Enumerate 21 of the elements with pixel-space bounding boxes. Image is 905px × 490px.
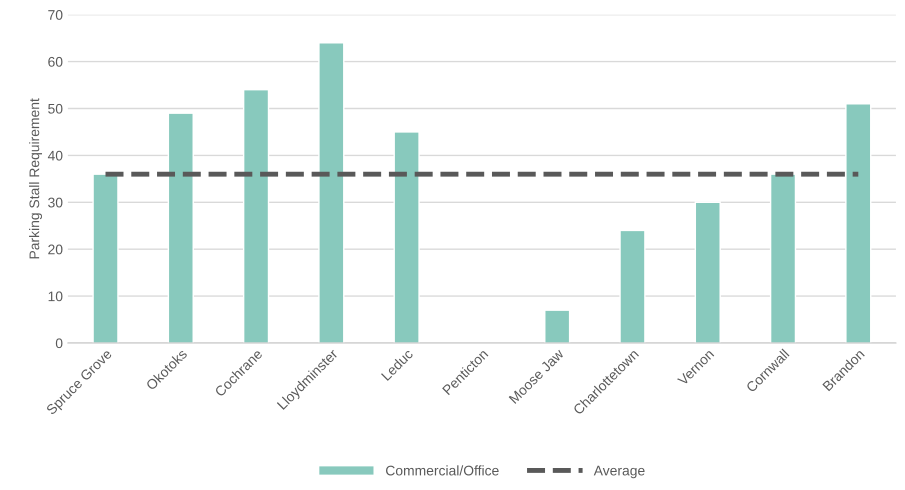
y-tick-label: 0 [56,338,62,348]
bar [318,42,344,343]
y-tick-label: 70 [48,10,62,20]
bar [168,112,194,343]
y-axis-title: Parking Stall Requirement [29,98,42,258]
y-tick-label: 20 [48,244,62,254]
bar [544,309,570,343]
y-tick-label: 60 [48,56,62,67]
bar [394,131,420,343]
bar [242,89,270,343]
y-tick-label: 30 [48,198,62,208]
legend-label: Commercial/Office [386,465,499,476]
bar [845,103,872,343]
bar [770,173,796,343]
bar [694,202,721,343]
y-tick-label: 50 [48,104,62,114]
y-tick-label: 10 [48,291,62,302]
legend-label: Average [594,466,645,478]
y-tick-label: 40 [48,150,62,161]
bar [619,230,646,343]
bar [92,173,119,343]
